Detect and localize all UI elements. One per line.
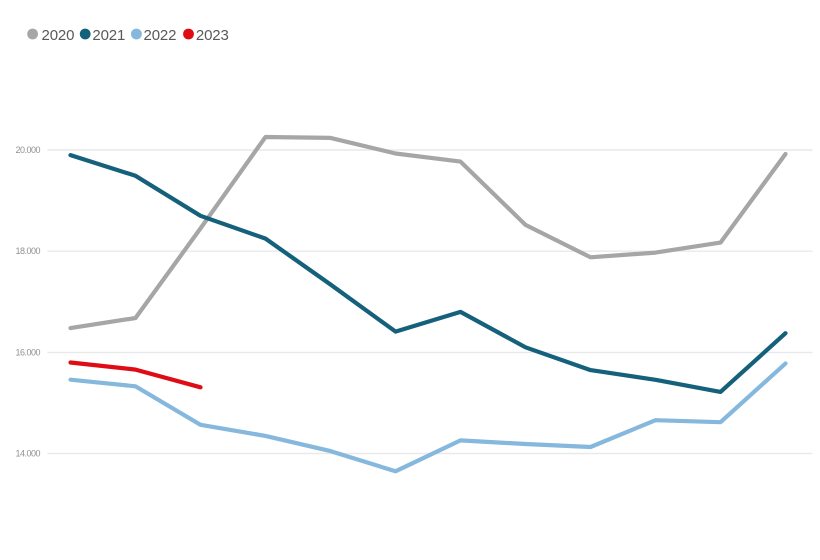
svg-text:2021: 2021 <box>92 27 125 44</box>
svg-text:14.000: 14.000 <box>15 449 40 459</box>
svg-text:2020: 2020 <box>42 27 75 44</box>
svg-text:2022: 2022 <box>144 27 177 44</box>
svg-text:18.000: 18.000 <box>15 246 40 256</box>
svg-text:20.000: 20.000 <box>15 145 40 155</box>
svg-text:2023: 2023 <box>196 27 229 44</box>
svg-text:16.000: 16.000 <box>15 347 40 357</box>
